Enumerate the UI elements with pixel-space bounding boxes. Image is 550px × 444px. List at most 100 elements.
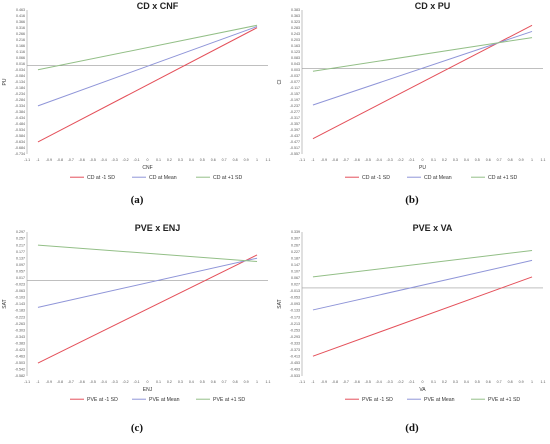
x-tick-label: -0.3 [112,380,118,384]
y-axis-label: SAT [2,299,8,308]
x-tick-label: -0.1 [133,380,139,384]
caption-d: (d) [405,422,419,434]
x-tick-label: -1.1 [24,158,30,162]
y-tick-label: -0.103 [15,296,25,300]
x-tick-label: -0.1 [133,158,139,162]
x-tick-label: 0.7 [497,380,502,384]
y-tick-label: -0.343 [15,335,25,339]
x-tick-label: 0.7 [497,158,502,162]
x-tick-label: -1 [311,158,314,162]
y-tick-label: -0.143 [15,302,25,306]
x-tick-label: 1.1 [541,380,546,384]
x-tick-label: 0 [422,158,424,162]
legend-label-plus-1sd: PVE at +1 SD [488,397,520,403]
y-tick-label: -0.063 [15,289,25,293]
legend-label-mean: CD at Mean [424,175,452,181]
y-tick-label: -0.197 [290,98,300,102]
y-tick-label: -0.533 [290,374,300,378]
series-line-mean [312,30,533,106]
y-tick-label: -0.634 [15,140,25,144]
x-tick-label: 0.4 [189,380,194,384]
legend-label-minus-1sd: CD at -1 SD [87,175,115,181]
y-tick-label: 0.003 [291,68,300,72]
x-tick-label: -0.8 [332,380,338,384]
y-tick-label: 0.463 [16,8,25,12]
y-tick-label: -0.423 [15,348,25,352]
y-tick-label: 0.416 [16,14,25,18]
y-tick-label: 0.066 [16,56,25,60]
x-tick-label: -0.3 [112,158,118,162]
chart-pve-x-enj: PVE x ENJ 0.297 0.257 0.217 0.177 0.137 0.097 0… [2,223,271,403]
chart-cd-x-cnf: CD x CNF 0.463 0.416 0.366 0.316 0.266 0.216 0.… [2,1,271,181]
series-line-plus-1sd [312,37,533,72]
x-tick-label: -0.1 [408,380,414,384]
y-tick-label: -0.463 [15,355,25,359]
y-tick-label: -0.534 [15,128,25,132]
x-tick-label: 0 [147,380,149,384]
x-tick-label: -0.9 [321,158,327,162]
x-tick-label: -0.6 [354,380,360,384]
y-tick-label: -0.477 [290,140,300,144]
y-tick-label: -0.263 [15,322,25,326]
x-tick-label: 0.7 [222,158,227,162]
y-tick-label: -0.684 [15,146,25,150]
x-tick-label: -0.8 [57,158,63,162]
y-tick-label: 0.363 [291,14,300,18]
x-tick-label: 0.3 [453,158,458,162]
y-tick-label: -0.584 [15,134,25,138]
x-tick-label: -0.5 [365,380,371,384]
x-tick-label: 0.5 [475,380,480,384]
y-tick-label: -0.484 [15,122,25,126]
legend-label-plus-1sd: PVE at +1 SD [213,397,245,403]
x-tick-label: -0.2 [122,380,128,384]
x-tick-label: -0.5 [90,380,96,384]
y-tick-label: -0.384 [15,110,25,114]
y-tick-label: -0.053 [290,296,300,300]
y-tick-label: 0.217 [16,243,25,247]
series-line-plus-1sd [37,24,258,71]
x-tick-label: 0.2 [167,158,172,162]
y-tick-label: 0.147 [291,263,300,267]
y-tick-label: -0.493 [290,368,300,372]
y-tick-label: -0.077 [290,80,300,84]
x-tick-label: 1.1 [541,158,546,162]
y-tick-label: 0.297 [16,230,25,234]
x-tick-label: -0.4 [101,158,107,162]
x-tick-label: 0.3 [453,380,458,384]
series-line-plus-1sd [37,244,258,262]
x-tick-label: -0.7 [343,380,349,384]
x-tick-label: -0.5 [90,158,96,162]
chart-panel-b: CD x PU 0.383 0.363 0.323 0.283 0.243 0.203 0.1… [275,0,550,190]
x-tick-label: -0.8 [332,158,338,162]
x-tick-label: 0.3 [178,158,183,162]
y-tick-label: -0.237 [290,104,300,108]
y-tick-label: 0.227 [291,250,300,254]
x-tick-label: 0.1 [156,158,161,162]
y-tick-label: 0.137 [16,256,25,260]
y-tick-label: 0.107 [291,269,300,273]
x-tick-label: 0.1 [156,380,161,384]
x-tick-label: 0 [422,380,424,384]
x-tick-label: -0.3 [387,380,393,384]
chart-panel-d: PVE x VA 0.339 0.307 0.267 0.227 0.187 0.147 0.… [275,222,550,412]
y-tick-label: -0.434 [15,116,25,120]
chart-panel-a: CD x CNF 0.463 0.416 0.366 0.316 0.266 0.216 0.… [0,0,275,190]
y-tick-label: -0.117 [290,86,300,90]
series-line-minus-1sd [37,27,258,143]
x-tick-label: 0.6 [486,380,491,384]
x-tick-label: -0.6 [79,380,85,384]
y-tick-label: -0.093 [290,302,300,306]
y-tick-label: -0.582 [15,374,25,378]
x-axis-label: VA [419,387,426,393]
x-axis-label: ENJ [143,387,153,393]
y-tick-label: -0.213 [290,322,300,326]
x-tick-label: -0.7 [68,380,74,384]
y-tick-label: -0.084 [15,74,25,78]
legend-label-plus-1sd: CD at +1 SD [213,175,243,181]
x-tick-label: -0.9 [46,158,52,162]
y-tick-label: -0.034 [15,68,25,72]
chart-pve-x-va: PVE x VA 0.339 0.307 0.267 0.227 0.187 0.147 0.… [277,223,546,403]
y-tick-label: -0.133 [290,309,300,313]
y-tick-label: 0.057 [16,269,25,273]
y-tick-label: -0.333 [290,341,300,345]
